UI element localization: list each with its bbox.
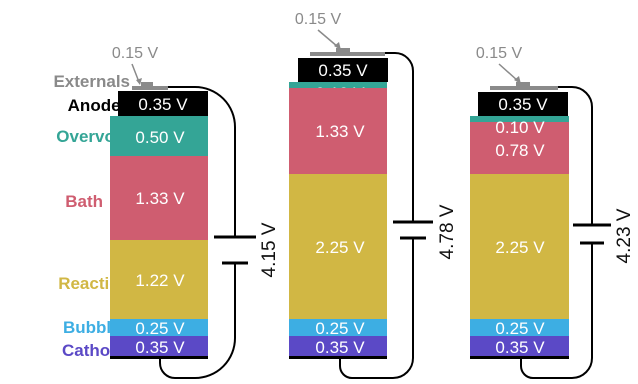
cell-1-bath-value: 1.33 V [135, 189, 185, 208]
cell-3-cathode-segment [470, 336, 569, 356]
cell-1-total-voltage: 4.15 V [259, 222, 280, 277]
cell-1-bubbles-value: 0.25 V [135, 319, 185, 338]
cell-3-reaction-value: 2.25 V [495, 238, 545, 257]
cell-1-reaction-value: 1.22 V [135, 271, 185, 290]
cell-3-bath-segment [470, 122, 569, 174]
cell-2-bubbles-value: 0.25 V [315, 319, 365, 338]
cell-1-overvolt-value: 0.50 V [135, 128, 185, 147]
cell-2-cathode-value: 0.35 V [315, 338, 365, 357]
cell-2-externals-arrow [317, 29, 339, 48]
cell-1: 4.15 V 0.15 V 0.35 V 0.50 V 1.33 V 1.22 … [110, 45, 280, 379]
cell-2-externals-arrowhead [334, 42, 341, 50]
row-label-bath: Bath [65, 192, 103, 211]
cell-2: 4.78 V 0.15 V 0.35 V 0.10 V 1.33 V 2.25 … [289, 11, 458, 379]
cell-2-reaction-value: 2.25 V [315, 238, 365, 257]
row-label-externals: Externals [53, 72, 130, 91]
cell-3-bubbles-segment [470, 319, 569, 336]
cell-2-bath-segment [289, 88, 387, 174]
cell-3-overvolt-segment [470, 116, 569, 122]
cell-3-circuit-wire [520, 86, 593, 379]
cell-1-base-plate [110, 356, 208, 359]
cell-2-anodes-segment [298, 58, 388, 82]
cell-2-anodes-value: 0.35 V [318, 61, 368, 80]
cell-1-externals-arrowhead [136, 78, 142, 85]
cell-2-base-plate [289, 356, 387, 359]
cell-1-overvolt-segment [110, 116, 208, 156]
cell-1-cathode-segment [110, 336, 208, 356]
cell-3-externals-arrowhead [514, 76, 521, 84]
cell-2-reaction-segment [289, 174, 387, 319]
cell-2-cathode-segment [289, 336, 387, 356]
cell-2-external-connector [310, 52, 385, 56]
cell-3-overvolt-value: 0.10 V [495, 118, 545, 137]
cell-3-cathode-value: 0.35 V [495, 338, 545, 357]
cell-3-bath-value: 0.78 V [495, 141, 545, 160]
cell-3-anodes-value: 0.35 V [498, 95, 548, 114]
cell-3-external-connector [490, 86, 558, 90]
cell-1-anodes-segment [118, 91, 208, 116]
cell-2-externals-value: 0.15 V [295, 11, 342, 28]
cell-2-circuit-wire [339, 52, 414, 379]
cell-2-total-voltage: 4.78 V [437, 204, 458, 259]
cell-1-external-connector [132, 86, 168, 90]
cell-3: 4.23 V 0.15 V 0.35 V 0.10 V 0.78 V 2.25 … [470, 45, 635, 379]
cell-2-bubbles-segment [289, 319, 387, 336]
cell-3-external-connector-tab [516, 82, 530, 87]
cell-1-reaction-segment [110, 240, 208, 319]
cell-2-overvolt-segment [289, 82, 387, 88]
cell-3-total-voltage: 4.23 V [614, 208, 635, 263]
cell-3-externals-arrow [498, 63, 519, 82]
cell-1-external-connector-tab [141, 82, 153, 87]
cell-3-anodes-segment [478, 92, 568, 116]
row-label-anodes: Anodes [68, 96, 130, 115]
cell-3-reaction-segment [470, 174, 569, 319]
cell-1-circuit-wire [159, 86, 236, 379]
cell-1-cathode-value: 0.35 V [135, 338, 185, 357]
cell-2-bath-value: 1.33 V [315, 122, 365, 141]
cell-3-base-plate [470, 356, 569, 359]
cell-1-externals-value: 0.15 V [112, 45, 159, 62]
cell-1-bath-segment [110, 156, 208, 240]
cell-3-bubbles-value: 0.25 V [495, 319, 545, 338]
cell-2-external-connector-tab [336, 48, 350, 53]
cell-1-bubbles-segment [110, 319, 208, 336]
cell-1-anodes-value: 0.35 V [138, 95, 188, 114]
cell-1-externals-arrow [131, 63, 140, 83]
cell-3-externals-value: 0.15 V [476, 45, 523, 62]
